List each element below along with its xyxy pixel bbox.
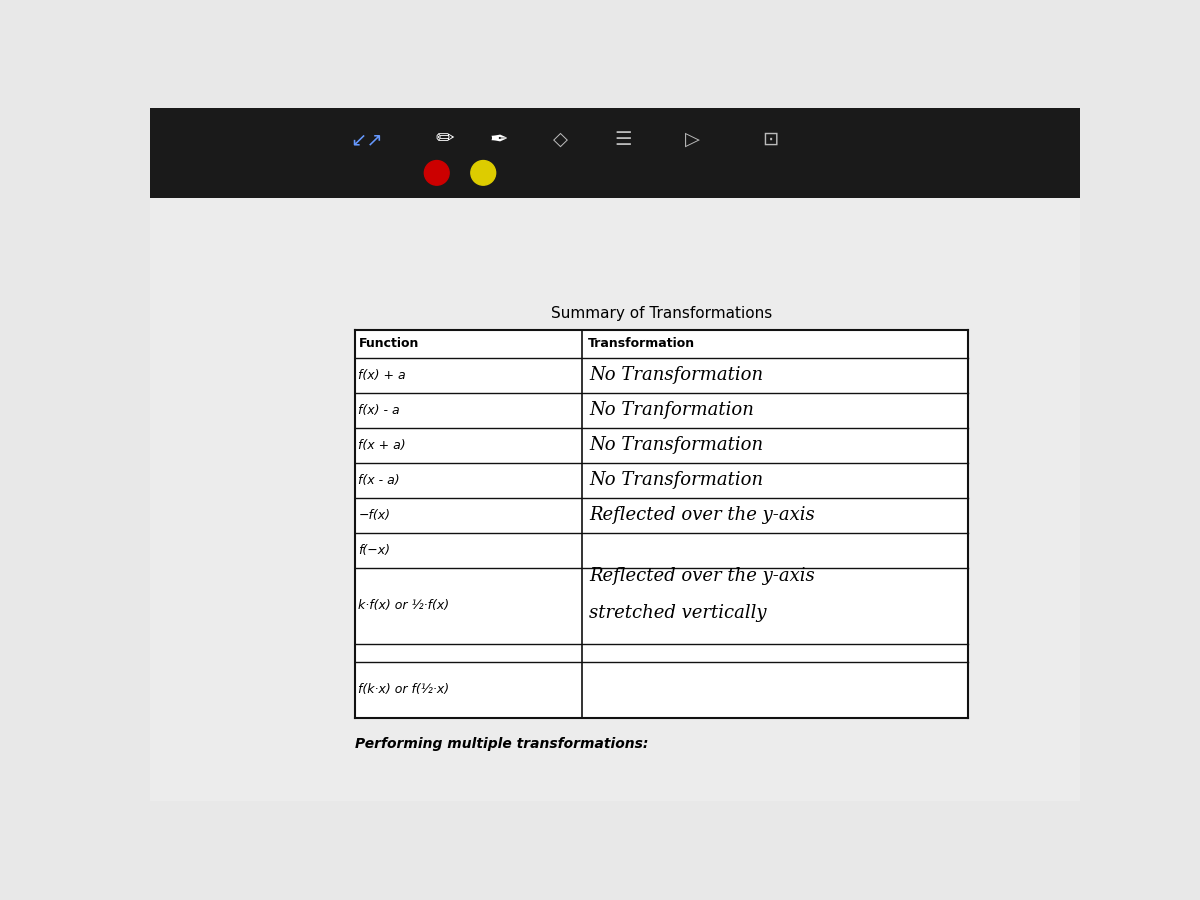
Text: Transformation: Transformation [588, 338, 695, 350]
Text: No Transformation: No Transformation [589, 471, 763, 489]
Text: No Transformation: No Transformation [589, 366, 763, 384]
Circle shape [425, 160, 449, 185]
Text: f(k·x) or f(½·x): f(k·x) or f(½·x) [359, 683, 450, 697]
Text: No Tranformation: No Tranformation [589, 401, 755, 419]
Bar [150, 198, 1080, 801]
Text: ⊡: ⊡ [762, 130, 778, 149]
Circle shape [470, 160, 496, 185]
Text: ◇: ◇ [553, 130, 569, 149]
Text: Function: Function [359, 338, 419, 350]
Text: Summary of Transformations: Summary of Transformations [551, 305, 772, 320]
Text: k·f(x) or ½·f(x): k·f(x) or ½·f(x) [359, 599, 450, 613]
Text: ✒: ✒ [490, 130, 508, 149]
Text: f(x - a): f(x - a) [359, 473, 400, 487]
Text: ▷: ▷ [685, 130, 700, 149]
Text: Reflected over the y-axis: Reflected over the y-axis [589, 567, 815, 585]
Text: f(x + a): f(x + a) [359, 438, 406, 452]
Text: −f(x): −f(x) [359, 508, 390, 522]
Text: f(x) - a: f(x) - a [359, 404, 400, 417]
Text: stretched vertically: stretched vertically [589, 604, 767, 622]
Text: Reflected over the y-axis: Reflected over the y-axis [589, 506, 815, 524]
Text: ✏: ✏ [436, 130, 454, 149]
Bar [355, 329, 968, 718]
Text: No Transformation: No Transformation [589, 436, 763, 454]
Text: ☰: ☰ [614, 130, 631, 149]
Text: f(−x): f(−x) [359, 544, 390, 556]
Text: f(x) + a: f(x) + a [359, 369, 406, 382]
Text: Performing multiple transformations:: Performing multiple transformations: [355, 737, 648, 751]
Bar [150, 108, 1080, 198]
Text: ↙↗: ↙↗ [350, 130, 383, 149]
